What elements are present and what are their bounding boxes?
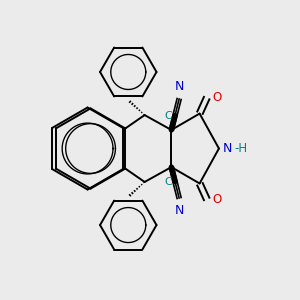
Text: -H: -H	[234, 142, 248, 155]
Text: O: O	[212, 193, 222, 206]
Text: C: C	[165, 176, 172, 187]
Text: N: N	[175, 204, 184, 217]
Text: C: C	[165, 110, 172, 121]
Text: O: O	[212, 91, 222, 104]
Text: N: N	[175, 80, 184, 93]
Text: N: N	[223, 142, 232, 155]
